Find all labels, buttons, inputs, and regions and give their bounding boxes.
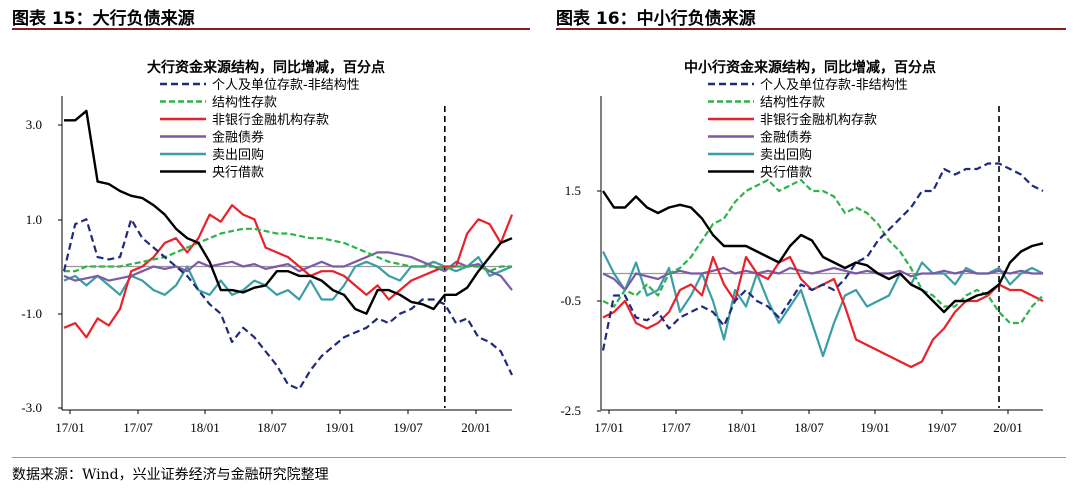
legend-label-bonds: 金融债券: [212, 130, 264, 146]
data-source-note: 数据来源：Wind，兴业证券经济与金融研究院整理: [12, 467, 329, 483]
figure-16-header: 图表 16：中小行负债来源: [556, 9, 756, 29]
series-line-personal: [601, 162, 1044, 351]
y-tick-label: -2.5: [560, 403, 581, 418]
y-tick-label: 1.0: [26, 212, 42, 227]
x-tick-label: 18/01: [727, 420, 757, 435]
legend-label-personal: 个人及单位存款-非结构性: [760, 78, 908, 93]
figure-15-header: 图表 15：大行负债来源: [12, 9, 195, 29]
y-tick-label: -1.0: [21, 306, 42, 321]
header-rule-right: [556, 28, 1066, 30]
series-line-bonds: [63, 251, 513, 291]
series-line-structured: [64, 227, 512, 273]
chart-big: 大行资金来源结构，同比增减，百分点 3.0 1.0 -1.0 -3.0 17/01 17/0…: [21, 59, 514, 435]
x-tick-label: 17/01: [594, 420, 624, 435]
x-tick-label: 19/07: [393, 420, 423, 435]
chart-title: 大行资金来源结构，同比增减，百分点: [147, 59, 385, 76]
x-tick-label: 20/01: [461, 420, 491, 435]
legend-label-central: 央行借款: [212, 166, 264, 181]
series-line-central: [64, 109, 513, 315]
legend-label-structured: 结构性存款: [212, 96, 277, 111]
x-tick-label: 18/01: [190, 420, 220, 435]
y-tick-label: 1.5: [565, 183, 581, 198]
x-tick-label: 19/01: [325, 420, 355, 435]
legend-label-personal: 个人及单位存款-非结构性: [212, 78, 360, 93]
y-tick-label: -3.0: [21, 400, 42, 415]
x-tick-label: 18/07: [257, 420, 287, 435]
x-tick-label: 20/01: [993, 420, 1023, 435]
source-rule: [12, 457, 1066, 458]
series-line-interbank: [63, 204, 514, 339]
legend-label-repo: 卖出回购: [212, 147, 264, 163]
chart-title: 中小行资金来源结构，同比增减，百分点: [684, 59, 936, 76]
legend-label-interbank: 非银行金融机构存款: [212, 112, 329, 128]
legend-label-structured: 结构性存款: [760, 96, 825, 111]
series-line-bonds: [602, 266, 1043, 292]
series-line-structured: [602, 178, 1044, 325]
legend-label-repo: 卖出回购: [760, 147, 812, 163]
series-line-personal: [62, 218, 513, 391]
y-tick-label: 3.0: [26, 117, 42, 132]
series-line-repo: [602, 251, 1044, 358]
series-line-central: [602, 190, 1044, 314]
header-rule-left: [12, 28, 530, 30]
x-tick-label: 19/07: [927, 420, 957, 435]
legend-label-central: 央行借款: [760, 166, 812, 181]
chart-small: 中小行资金来源结构，同比增减，百分点 1.5 -0.5 -2.5 17/01 17/07 1…: [560, 59, 1044, 435]
x-tick-label: 17/07: [661, 420, 691, 435]
legend-label-interbank: 非银行金融机构存款: [760, 112, 877, 128]
x-tick-label: 18/07: [794, 420, 824, 435]
x-tick-label: 17/01: [55, 420, 85, 435]
legend-label-bonds: 金融债券: [760, 130, 812, 146]
series-line-repo: [63, 256, 513, 301]
y-tick-label: -0.5: [560, 293, 581, 308]
x-tick-label: 19/01: [860, 420, 890, 435]
x-tick-label: 17/07: [123, 420, 153, 435]
